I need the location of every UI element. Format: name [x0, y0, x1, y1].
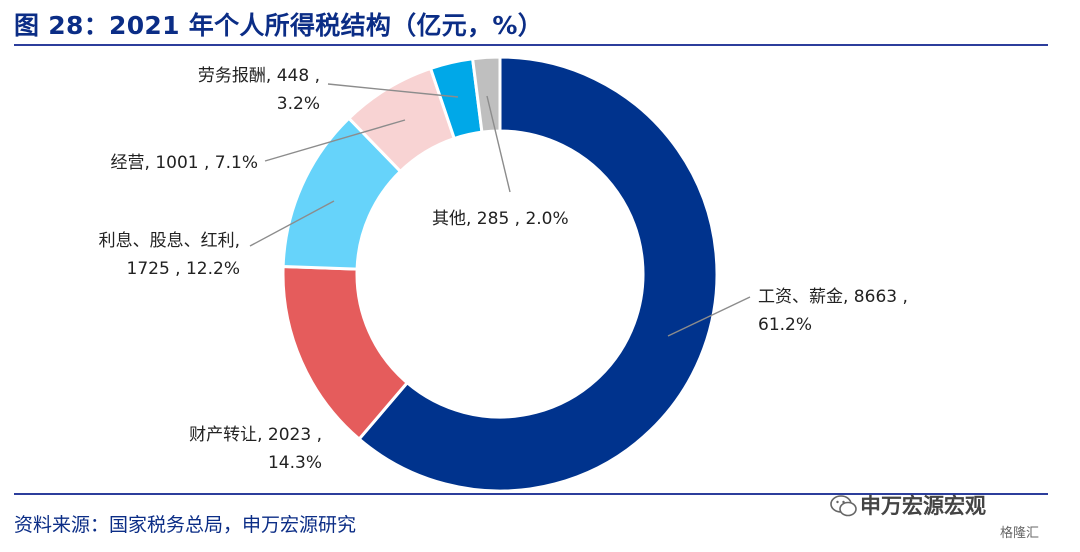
leader-line-6: [486, 95, 511, 193]
leader-line-4: [264, 119, 406, 162]
leader-line-1: [667, 296, 751, 337]
slice-label-line: 其他, 285 , 2.0%: [432, 209, 569, 229]
slice-label-line: 14.3%: [268, 453, 322, 473]
slice-1: [357, 55, 719, 493]
slice-label-line: 工资、薪金, 8663 ,: [758, 287, 908, 307]
chart-title: 图 28：2021 年个人所得税结构（亿元，%）: [14, 11, 544, 40]
slice-6: [470, 55, 502, 134]
source-note: 资料来源：国家税务总局，申万宏源研究: [14, 514, 357, 536]
slice-label-line: 1725 , 12.2%: [127, 259, 240, 279]
watermark-logo: 格隆汇: [1000, 526, 1040, 541]
slice-label-5: 劳务报酬, 448 , 3.2%: [198, 66, 320, 114]
slice-label-2: 财产转让, 2023 , 14.3%: [189, 425, 322, 473]
slice-label-line: 61.2%: [758, 315, 812, 335]
wechat-icon: [830, 495, 857, 517]
slice-label-6: 其他, 285 , 2.0%: [432, 209, 569, 229]
footer-divider: [14, 493, 1048, 495]
slice-label-line: 3.2%: [277, 94, 320, 114]
slice-label-line: 劳务报酬, 448 ,: [198, 66, 320, 86]
title-divider: [14, 44, 1048, 46]
slice-label-4: 经营, 1001 , 7.1%: [111, 153, 258, 173]
slice-label-line: 经营, 1001 , 7.1%: [111, 153, 258, 173]
leader-line-5: [327, 83, 459, 98]
slice-label-3: 利息、股息、红利, 1725 , 12.2%: [99, 231, 240, 279]
slice-label-line: 利息、股息、红利,: [99, 231, 240, 251]
slice-label-line: 财产转让, 2023 ,: [189, 425, 322, 445]
leader-line-3: [249, 200, 335, 247]
watermark-brand: 申万宏源宏观: [860, 494, 986, 518]
slice-label-1: 工资、薪金, 8663 , 61.2%: [758, 287, 908, 335]
